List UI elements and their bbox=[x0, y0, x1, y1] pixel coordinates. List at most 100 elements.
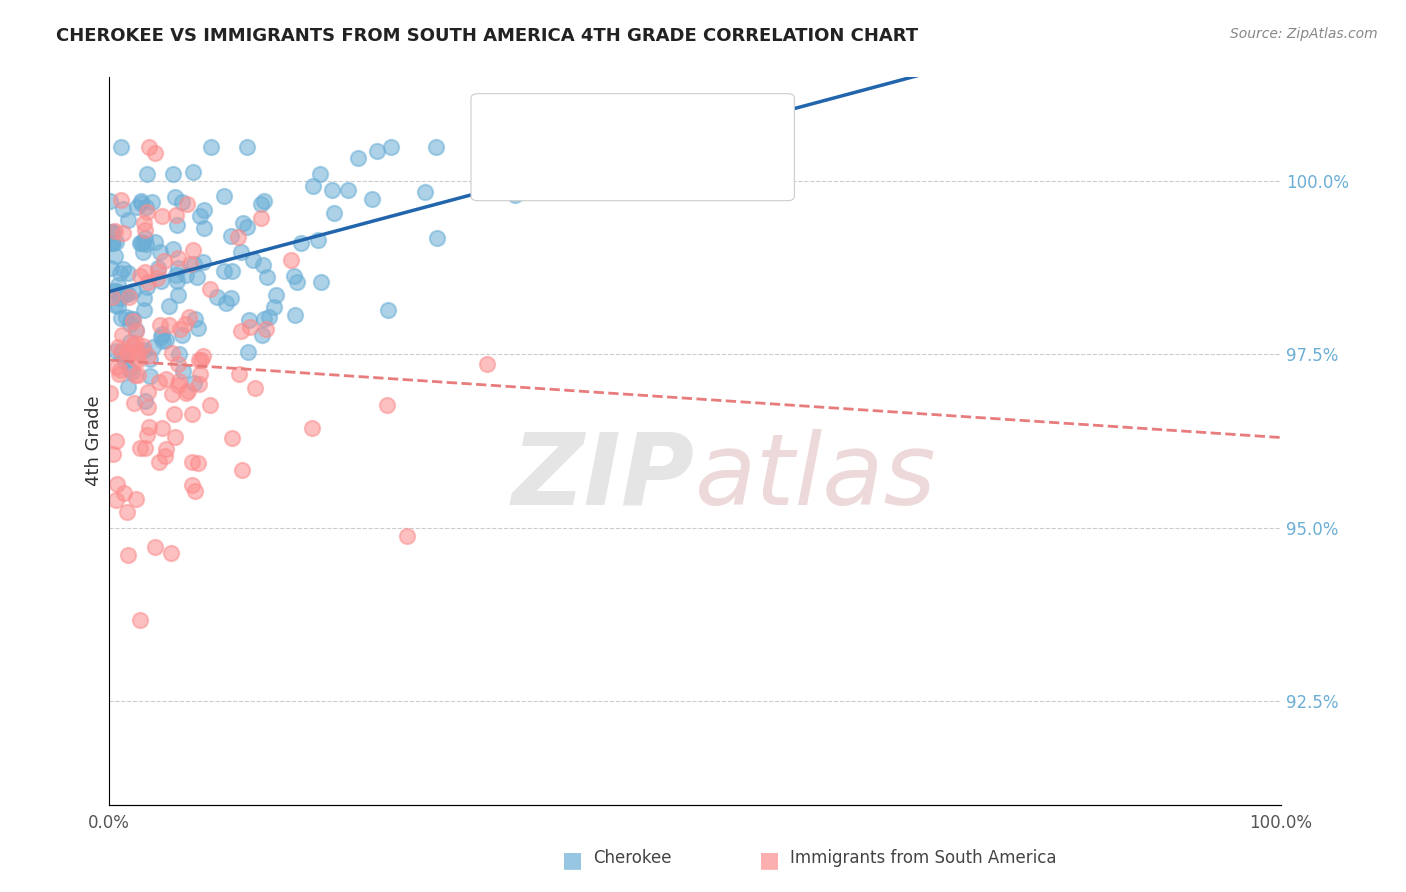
Point bbox=[132, 244, 155, 259]
Point bbox=[117, 287, 139, 301]
Point bbox=[127, 352, 149, 367]
Point bbox=[105, 360, 128, 375]
Point bbox=[118, 334, 141, 349]
Point bbox=[167, 357, 190, 371]
Point bbox=[143, 146, 166, 161]
Point bbox=[117, 346, 139, 360]
Point bbox=[103, 235, 125, 250]
Point bbox=[101, 447, 124, 461]
Text: ZIP: ZIP bbox=[512, 429, 695, 526]
Point bbox=[110, 363, 132, 377]
Point bbox=[110, 310, 132, 325]
Point bbox=[180, 477, 202, 491]
Point bbox=[139, 369, 162, 384]
Point bbox=[129, 235, 152, 250]
Point bbox=[253, 194, 276, 208]
Point bbox=[125, 491, 148, 506]
Point bbox=[200, 282, 222, 296]
Point bbox=[104, 492, 127, 507]
Point bbox=[307, 233, 329, 247]
Point bbox=[100, 261, 122, 276]
Point bbox=[177, 384, 200, 398]
Point bbox=[186, 270, 208, 285]
Point bbox=[150, 327, 173, 342]
Point bbox=[145, 271, 167, 285]
Point bbox=[129, 613, 152, 627]
Point bbox=[284, 308, 307, 322]
Point bbox=[193, 202, 215, 217]
Point bbox=[142, 340, 165, 354]
Point bbox=[413, 185, 436, 199]
Point bbox=[98, 385, 121, 400]
Point bbox=[150, 421, 173, 435]
Text: ■: ■ bbox=[499, 120, 520, 140]
Point bbox=[112, 486, 135, 500]
Point bbox=[127, 368, 149, 382]
Point bbox=[366, 144, 388, 158]
Point bbox=[229, 244, 252, 259]
Point bbox=[219, 229, 242, 244]
Point bbox=[143, 540, 166, 554]
Point bbox=[101, 236, 124, 251]
Y-axis label: 4th Grade: 4th Grade bbox=[86, 396, 103, 486]
Point bbox=[160, 387, 183, 401]
Point bbox=[125, 336, 148, 351]
Point bbox=[129, 196, 152, 211]
Point bbox=[135, 428, 157, 442]
Point bbox=[129, 441, 152, 455]
Point bbox=[148, 245, 170, 260]
Point bbox=[132, 303, 155, 318]
Point bbox=[124, 395, 146, 409]
Point bbox=[117, 548, 139, 562]
Point bbox=[266, 288, 288, 302]
Text: R = 0.350: R = 0.350 bbox=[531, 118, 630, 136]
Point bbox=[105, 343, 128, 358]
Point bbox=[114, 354, 136, 368]
Point bbox=[236, 220, 259, 235]
Point bbox=[257, 310, 280, 324]
Point bbox=[132, 338, 155, 352]
Point bbox=[105, 235, 128, 250]
Point bbox=[155, 442, 177, 457]
Text: R = 0.030: R = 0.030 bbox=[531, 156, 630, 174]
Point bbox=[122, 314, 145, 328]
Point bbox=[148, 455, 170, 469]
Point bbox=[221, 291, 243, 305]
Point bbox=[283, 269, 305, 284]
Point bbox=[134, 231, 156, 245]
Point bbox=[236, 139, 259, 153]
Point bbox=[117, 212, 139, 227]
Point bbox=[150, 329, 173, 343]
Point bbox=[117, 380, 139, 394]
Point bbox=[183, 257, 205, 271]
Point bbox=[172, 364, 194, 378]
Point bbox=[111, 202, 134, 216]
Point bbox=[187, 320, 209, 334]
Point bbox=[155, 449, 177, 463]
Point bbox=[188, 376, 211, 391]
Point bbox=[242, 253, 264, 268]
Point bbox=[125, 200, 148, 214]
Point bbox=[148, 260, 170, 275]
Point bbox=[475, 357, 498, 371]
Point bbox=[98, 236, 121, 251]
Point bbox=[118, 317, 141, 331]
Point bbox=[336, 183, 359, 197]
Point bbox=[110, 193, 132, 207]
Point bbox=[188, 367, 211, 381]
Point bbox=[125, 324, 148, 338]
Point bbox=[174, 318, 197, 332]
Point bbox=[346, 151, 368, 165]
Point bbox=[228, 230, 250, 244]
Point bbox=[229, 324, 252, 338]
Point bbox=[214, 264, 236, 278]
Point bbox=[112, 226, 135, 240]
Point bbox=[108, 285, 131, 300]
Point bbox=[179, 257, 201, 271]
Point bbox=[236, 344, 259, 359]
Point bbox=[138, 275, 160, 289]
Point bbox=[138, 419, 160, 434]
Point bbox=[309, 167, 332, 181]
Point bbox=[115, 310, 138, 324]
Point bbox=[141, 194, 163, 209]
